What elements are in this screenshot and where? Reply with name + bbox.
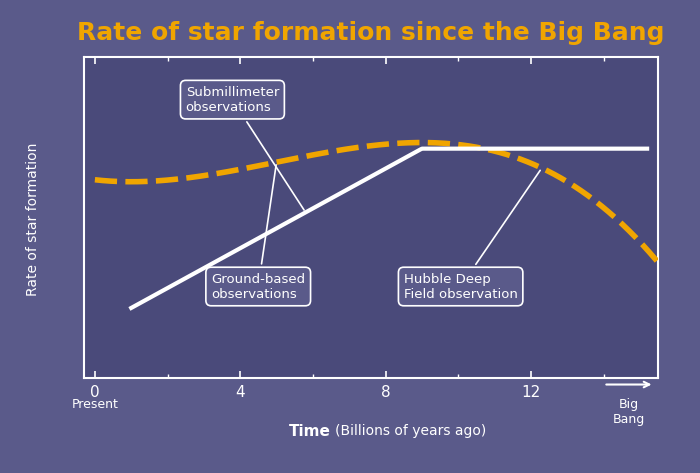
Text: 0: 0 bbox=[90, 385, 99, 400]
Text: Hubble Deep
Field observation: Hubble Deep Field observation bbox=[404, 170, 540, 300]
Text: 12: 12 bbox=[522, 385, 540, 400]
Text: Ground-based
observations: Ground-based observations bbox=[211, 165, 305, 300]
Text: Present: Present bbox=[71, 398, 118, 412]
Text: Rate of star formation: Rate of star formation bbox=[26, 142, 40, 296]
Text: (Billions of years ago): (Billions of years ago) bbox=[335, 424, 486, 438]
Text: Time: Time bbox=[289, 424, 331, 439]
Text: 4: 4 bbox=[235, 385, 245, 400]
Text: Submillimeter
observations: Submillimeter observations bbox=[186, 86, 304, 210]
Title: Rate of star formation since the Big Bang: Rate of star formation since the Big Ban… bbox=[77, 21, 665, 45]
Text: 8: 8 bbox=[381, 385, 391, 400]
Text: Big
Bang: Big Bang bbox=[612, 398, 645, 426]
